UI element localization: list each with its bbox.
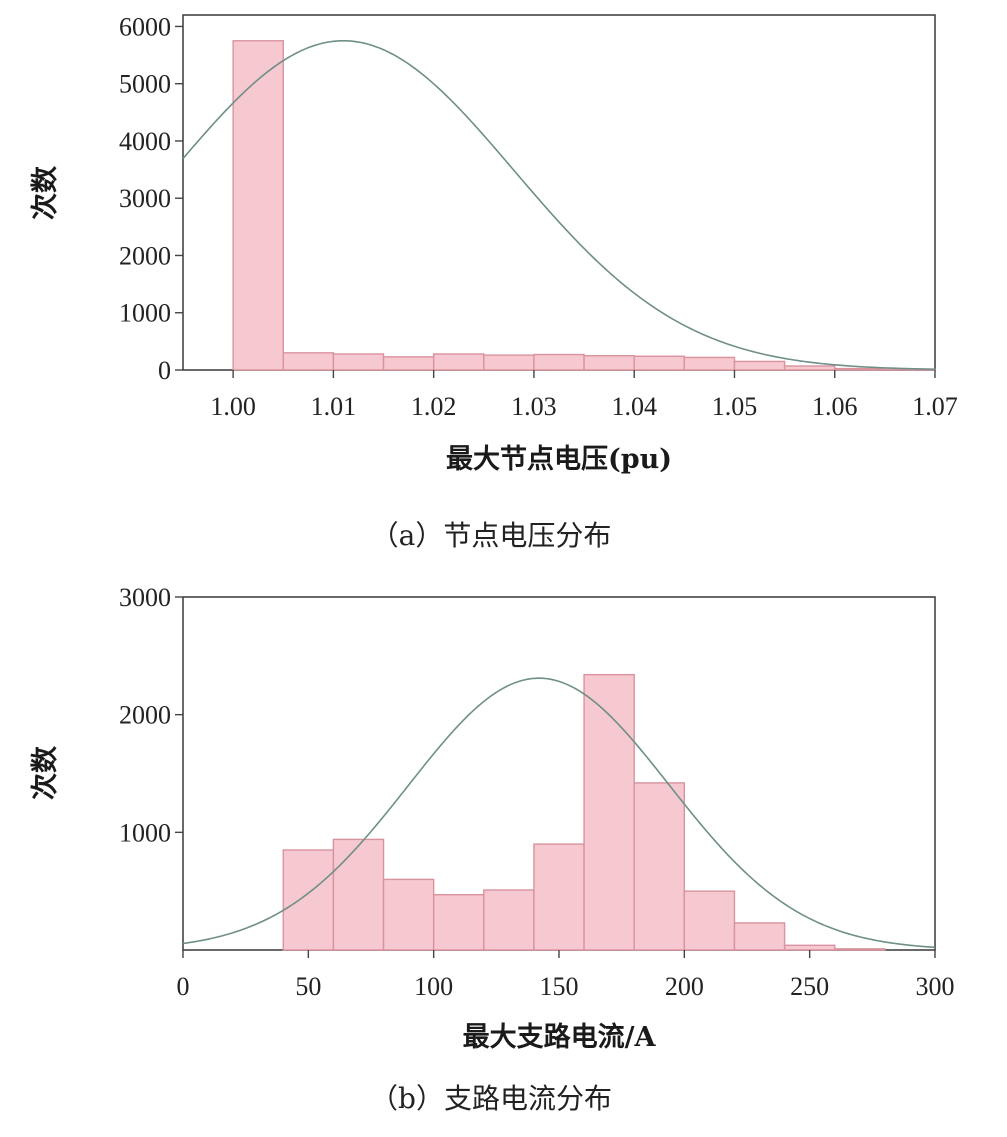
a-x-tick-label-7: 1.07: [912, 392, 958, 421]
b-histogram-bar-10: [783, 944, 836, 951]
a-x-tick-label-6: 1.06: [812, 392, 858, 421]
a-y-tick-label-6: 6000: [119, 12, 171, 41]
a-histogram-bar-0: [232, 40, 284, 371]
a-histogram-bar-1: [282, 352, 335, 371]
a-x-tick-label-2: 1.02: [411, 392, 457, 421]
b-histogram-bar-8: [683, 890, 736, 951]
b-histogram-bar-2: [382, 878, 435, 951]
a-x-tick-label-0: 1.00: [210, 392, 256, 421]
a-y-tick-label-5: 5000: [119, 70, 171, 99]
panel-b-bars: [282, 673, 886, 951]
panel-a-y-axis-label: 次数: [30, 165, 61, 220]
panel-a-plot-frame: [182, 14, 936, 371]
a-x-tick-label-3: 1.03: [511, 392, 557, 421]
b-x-tick-label-1: 50: [295, 972, 321, 1001]
b-y-tick-label-2: 3000: [119, 583, 171, 612]
a-histogram-bar-9: [683, 356, 736, 371]
panel-b-x-ticks: 0 50 100 150 200 250 300: [177, 950, 955, 1001]
panel-b-normal-fit-curve: [182, 677, 936, 949]
panel-a-caption: （a）节点电压分布: [371, 519, 612, 552]
panel-b-y-ticks: 1000 2000 3000: [119, 583, 183, 847]
panel-a-x-axis-label: 最大节点电压(pu): [446, 444, 672, 475]
b-x-tick-label-0: 0: [177, 972, 190, 1001]
b-x-tick-label-3: 150: [540, 972, 579, 1001]
b-histogram-bar-9: [733, 922, 786, 951]
a-y-tick-label-2: 2000: [119, 241, 171, 270]
a-x-tick-label-4: 1.04: [611, 392, 657, 421]
b-y-tick-label-1: 2000: [119, 701, 171, 730]
panel-b-y-axis-label: 次数: [30, 745, 61, 800]
a-histogram-bar-2: [332, 353, 385, 371]
a-x-tick-label-5: 1.05: [712, 392, 758, 421]
panel-a-y-ticks: 0 1000 2000 3000 4000 5000 6000: [119, 12, 183, 385]
b-histogram-bar-6: [583, 673, 635, 951]
b-histogram-bar-5: [533, 843, 585, 951]
b-histogram-bar-4: [483, 889, 535, 951]
b-x-tick-label-6: 300: [916, 972, 955, 1001]
b-x-tick-label-5: 250: [790, 972, 829, 1001]
a-histogram-bar-11: [783, 365, 836, 371]
a-histogram-bar-5: [483, 354, 535, 371]
a-histogram-bar-7: [583, 354, 635, 371]
a-y-tick-label-0: 0: [158, 356, 171, 385]
b-histogram-bar-11: [834, 948, 886, 951]
a-histogram-bar-4: [432, 353, 485, 371]
panel-a-normal-fit-curve: [182, 39, 936, 370]
b-histogram-bar-1: [332, 838, 385, 951]
panel-b-caption: （b）支路电流分布: [370, 1082, 612, 1115]
panel-b-x-axis-label: 最大支路电流/A: [463, 1021, 657, 1053]
b-histogram-bar-7: [633, 782, 686, 951]
panel-b-current-distribution: 1000 2000 3000 0 50 100 150 200 250 300 次数 最大支路电…: [30, 583, 955, 1115]
a-y-tick-label-3: 3000: [119, 184, 171, 213]
a-y-tick-label-1: 1000: [119, 299, 171, 328]
b-histogram-bar-3: [432, 893, 485, 951]
a-x-tick-label-1: 1.01: [311, 392, 357, 421]
b-y-tick-label-0: 1000: [119, 818, 171, 847]
panel-a-bars: [232, 40, 936, 371]
a-y-tick-label-4: 4000: [119, 127, 171, 156]
b-histogram-bar-0: [282, 849, 335, 951]
a-histogram-bar-8: [633, 355, 686, 371]
a-histogram-bar-10: [733, 360, 786, 371]
b-x-tick-label-4: 200: [665, 972, 704, 1001]
a-histogram-bar-12: [834, 367, 886, 371]
b-x-tick-label-2: 100: [414, 972, 453, 1001]
panel-a-x-ticks: 1.00 1.01 1.02 1.03 1.04 1.05 1.06 1.07: [210, 370, 958, 421]
a-histogram-bar-3: [382, 356, 435, 371]
a-histogram-bar-6: [533, 353, 585, 371]
